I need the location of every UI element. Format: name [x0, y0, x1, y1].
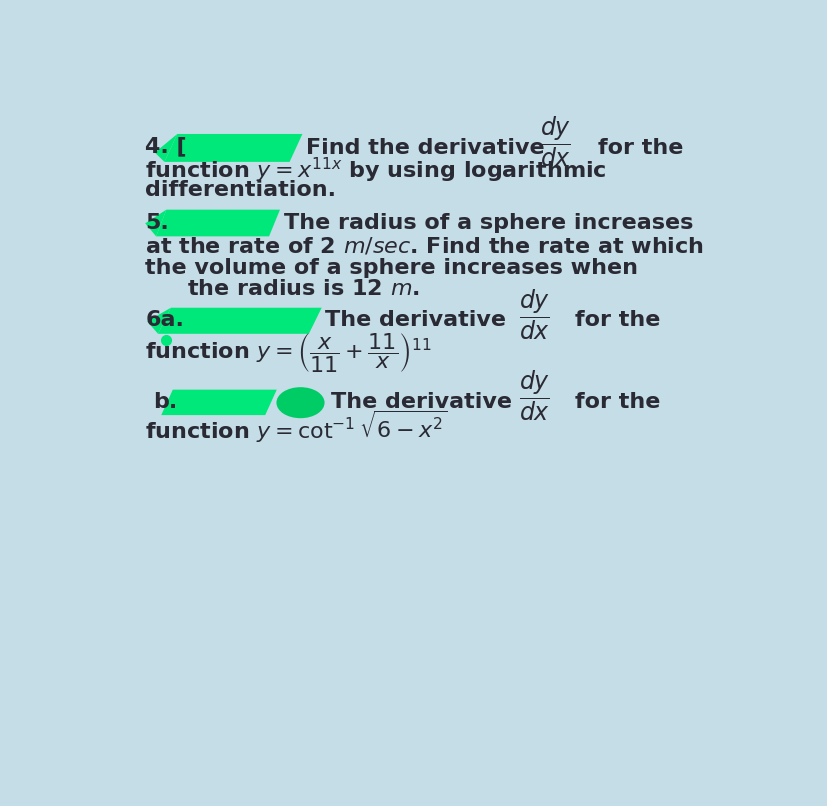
Polygon shape	[155, 134, 177, 162]
Polygon shape	[156, 210, 280, 236]
Text: The derivative: The derivative	[331, 392, 512, 412]
Ellipse shape	[276, 387, 324, 418]
Polygon shape	[161, 389, 276, 415]
Text: for the: for the	[575, 392, 660, 412]
Text: Find the derivative: Find the derivative	[305, 138, 543, 158]
Text: function $y = x^{11x}$ by using logarithmic: function $y = x^{11x}$ by using logarith…	[145, 156, 606, 185]
Polygon shape	[147, 308, 170, 334]
Text: b.: b.	[153, 392, 178, 412]
Text: 6a.: 6a.	[145, 310, 184, 330]
Polygon shape	[145, 210, 166, 236]
Text: at the rate of 2 $m/sec$. Find the rate at which: at the rate of 2 $m/sec$. Find the rate …	[145, 235, 703, 256]
Text: The radius of a sphere increases: The radius of a sphere increases	[284, 214, 693, 233]
Text: function $y = \cot^{-1}\sqrt{6 - x^2}$: function $y = \cot^{-1}\sqrt{6 - x^2}$	[145, 409, 447, 445]
Polygon shape	[158, 308, 322, 334]
Text: differentiation.: differentiation.	[145, 181, 336, 201]
Text: function $y = \left(\dfrac{x}{11} + \dfrac{11}{x}\right)^{11}$: function $y = \left(\dfrac{x}{11} + \dfr…	[145, 331, 432, 374]
Text: for the: for the	[575, 310, 660, 330]
Text: The derivative: The derivative	[324, 310, 505, 330]
Text: for the: for the	[597, 138, 682, 158]
Text: the volume of a sphere increases when: the volume of a sphere increases when	[145, 258, 638, 278]
Text: the radius is 12 $m$.: the radius is 12 $m$.	[187, 279, 419, 299]
Text: $\dfrac{dy}{dx}$: $\dfrac{dy}{dx}$	[519, 368, 550, 423]
Text: 5.: 5.	[145, 214, 169, 233]
Text: $\dfrac{dy}{dx}$: $\dfrac{dy}{dx}$	[519, 288, 550, 343]
Polygon shape	[165, 134, 302, 162]
Text: $\dfrac{dy}{dx}$: $\dfrac{dy}{dx}$	[539, 114, 571, 168]
Text: 4. [: 4. [	[145, 136, 187, 156]
